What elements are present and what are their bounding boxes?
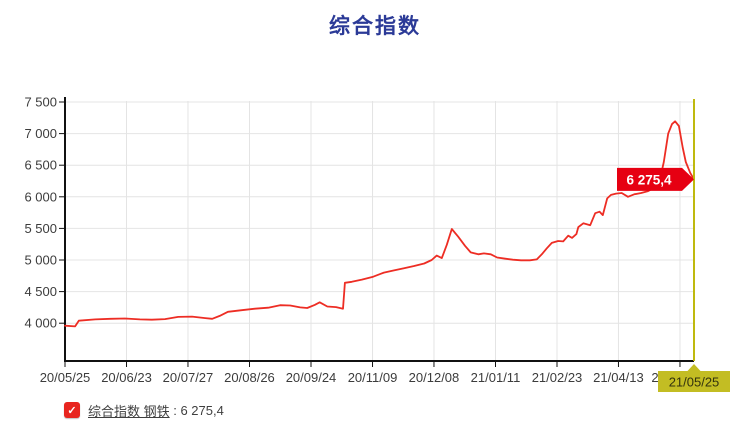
y-tick-label: 4 500	[24, 284, 57, 299]
x-tick-label: 2	[651, 370, 658, 385]
chart-title: 综合指数	[329, 13, 421, 38]
y-tick-label: 7 000	[24, 126, 57, 141]
x-tick-label: 20/06/23	[101, 370, 152, 385]
value-badge-label: 6 275,4	[626, 172, 672, 187]
x-tick-label: 20/11/09	[348, 370, 398, 385]
date-tag-label: 21/05/25	[669, 375, 720, 390]
series-current-value: 6 275,4	[180, 402, 224, 418]
y-tick-label: 5 500	[24, 221, 57, 236]
index-series-line	[64, 120, 695, 328]
y-tick-label: 6 500	[24, 158, 57, 173]
date-tag	[658, 371, 730, 392]
x-tick-label: 20/07/27	[163, 370, 214, 385]
y-tick-label: 6 000	[24, 189, 57, 204]
y-tick-label: 7 500	[24, 95, 57, 110]
value-badge	[617, 167, 694, 191]
legend-separator: :	[169, 402, 181, 418]
x-tick-label: 21/01/11	[471, 370, 521, 385]
x-tick-label: 20/05/25	[40, 370, 91, 385]
series-checkbox[interactable]: ✓	[64, 402, 80, 418]
y-tick-label: 5 000	[24, 253, 57, 268]
series-label-link[interactable]: 综合指数 钢铁	[88, 403, 170, 419]
x-tick-label: 20/12/08	[409, 370, 460, 385]
x-tick-label: 21/04/13	[593, 370, 644, 385]
x-tick-label: 20/09/24	[286, 370, 337, 385]
x-tick-label: 20/08/26	[224, 370, 275, 385]
x-tick-label: 21/02/23	[532, 370, 583, 385]
legend-row: ✓ 综合指数 钢铁 : 6 275,4	[64, 401, 224, 419]
y-tick-label: 4 000	[24, 316, 57, 331]
date-tag-pointer	[687, 364, 701, 371]
